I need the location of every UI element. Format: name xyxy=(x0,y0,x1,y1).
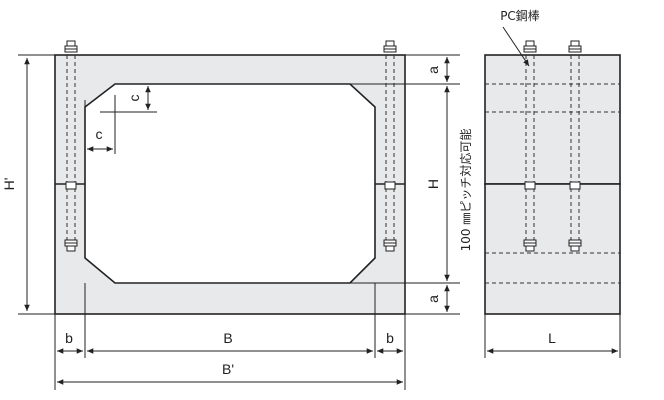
bolt-side-1-bottom xyxy=(523,239,537,252)
bolt-front-left-mid xyxy=(65,181,77,190)
bolt-front-left-bottom xyxy=(64,239,78,252)
label-l: L xyxy=(548,330,556,346)
chamfer-label-c-top: c xyxy=(126,95,142,102)
side-top-block xyxy=(484,54,621,185)
bolt-front-right-bottom xyxy=(383,239,397,252)
label-b-prime: B' xyxy=(222,361,234,377)
bolt-front-left-top xyxy=(64,40,78,53)
bolt-front-right-mid xyxy=(384,181,396,190)
label-b-right: b xyxy=(386,330,394,346)
bolt-side-2-bottom xyxy=(568,239,582,252)
bolt-side-2-mid xyxy=(569,181,581,190)
side-view: PC鋼棒 L xyxy=(484,9,621,358)
height-dimensions: a H a 100 ㎜ピッチ対応可能 xyxy=(350,54,473,315)
pc-rod-leader xyxy=(502,26,530,67)
chamfer-label-c-left: c xyxy=(96,126,103,142)
bolt-side-2-top xyxy=(568,40,582,53)
side-bottom-block xyxy=(484,183,621,315)
bolt-side-1-top xyxy=(523,40,537,53)
pitch-note: 100 ㎜ピッチ対応可能 xyxy=(459,129,473,252)
front-opening xyxy=(84,83,376,284)
hprime-label: H' xyxy=(1,178,17,191)
bolt-front-right-top xyxy=(383,40,397,53)
front-view: c c H' b B b B' xyxy=(1,40,406,390)
label-a-top: a xyxy=(425,66,441,74)
pc-rod-label: PC鋼棒 xyxy=(500,9,540,23)
label-h: H xyxy=(425,179,441,189)
label-b-left: b xyxy=(65,330,73,346)
label-a-bottom: a xyxy=(425,295,441,303)
label-b-main: B xyxy=(223,330,232,346)
bolt-side-1-mid xyxy=(524,181,536,190)
